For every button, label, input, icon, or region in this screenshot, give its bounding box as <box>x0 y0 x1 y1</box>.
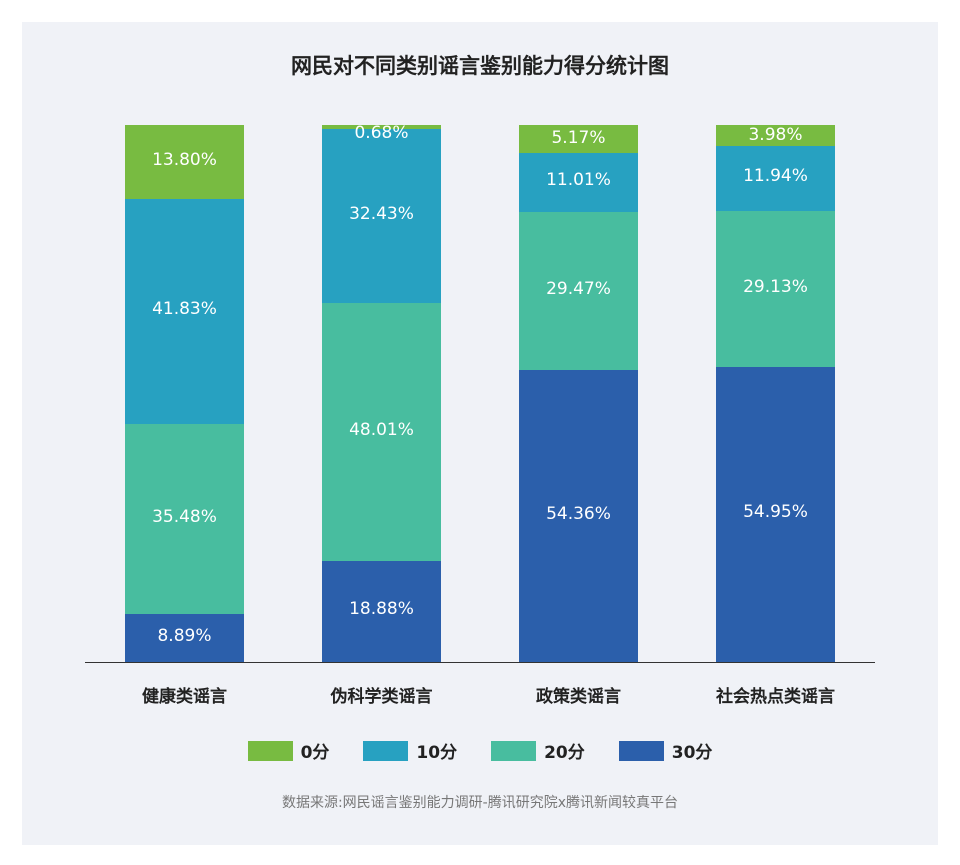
chart-title: 网民对不同类别谣言鉴别能力得分统计图 <box>291 54 669 78</box>
legend: 0分 10分 20分 30分 <box>0 738 960 763</box>
segment-value-label: 11.94% <box>743 166 808 187</box>
legend-label: 0分 <box>300 743 330 763</box>
plot-area: 8.89% 35.48% 41.83% 13.80% 18.88% 48.01% 32.43… <box>85 123 875 662</box>
bar-segment: 29.47% <box>519 211 638 371</box>
segment-value-label: 8.89% <box>157 626 212 647</box>
legend-item: 10分 <box>363 738 457 763</box>
legend-swatch-icon <box>491 740 537 761</box>
bar-segment: 54.95% <box>716 366 835 662</box>
data-source-note: 数据来源:网民谣言鉴别能力调研-腾讯研究院x腾讯新闻较真平台 <box>281 795 679 811</box>
bar-segment: 3.98% <box>716 125 835 147</box>
segment-value-label: 32.43% <box>349 203 414 224</box>
bar-segment: 5.17% <box>519 125 638 153</box>
segment-value-label: 54.36% <box>546 504 611 525</box>
legend-item: 20分 <box>491 738 585 763</box>
legend-swatch-icon <box>363 740 409 761</box>
legend-item: 30分 <box>618 738 713 763</box>
bar-segment: 11.01% <box>519 152 638 212</box>
segment-value-label: 29.47% <box>546 279 611 299</box>
bar-segment: 11.94% <box>716 146 835 211</box>
legend-swatch-icon <box>618 740 664 761</box>
segment-value-label: 18.88% <box>349 599 414 620</box>
bar-0: 8.89% 35.48% 41.83% 13.80% <box>125 125 244 662</box>
bar-3: 54.95% 29.13% 11.94% 3.98% <box>716 125 835 662</box>
bar-segment: 8.89% <box>125 614 244 662</box>
segment-value-label: 35.48% <box>152 507 217 527</box>
bar-segment: 48.01% <box>322 302 441 561</box>
bar-segment: 54.36% <box>519 370 638 662</box>
legend-swatch-icon <box>247 740 293 761</box>
segment-value-label: 3.98% <box>748 125 803 146</box>
bar-segment: 0.68% <box>322 123 441 143</box>
segment-value-label: 29.13% <box>743 276 808 297</box>
bar-segment: 41.83% <box>125 199 244 424</box>
segment-value-label: 5.17% <box>551 127 606 148</box>
bar-2: 54.36% 29.47% 11.01% 5.17% <box>519 125 638 662</box>
segment-value-label: 54.95% <box>743 502 808 523</box>
bar-1: 18.88% 48.01% 32.43% 0.68% <box>322 123 441 662</box>
legend-item: 0分 <box>247 738 330 763</box>
segment-value-label: 13.80% <box>152 150 217 171</box>
legend-label: 10分 <box>416 743 458 763</box>
x-axis-label: 社会热点类谣言 <box>716 687 835 707</box>
x-axis-label: 健康类谣言 <box>142 687 227 707</box>
x-axis-label: 政策类谣言 <box>536 687 621 707</box>
legend-label: 30分 <box>671 743 713 763</box>
bar-segment: 35.48% <box>125 423 244 615</box>
bar-segment: 29.13% <box>716 210 835 367</box>
segment-value-label: 0.68% <box>354 123 409 144</box>
x-axis-label: 伪科学类谣言 <box>330 687 433 707</box>
segment-value-label: 41.83% <box>152 299 217 320</box>
x-axis-line <box>85 662 875 663</box>
bar-segment: 18.88% <box>322 560 441 662</box>
segment-value-label: 11.01% <box>546 170 611 191</box>
legend-label: 20分 <box>544 743 585 763</box>
segment-value-label: 48.01% <box>349 419 414 440</box>
bar-segment: 32.43% <box>322 128 441 303</box>
bar-segment: 13.80% <box>125 125 244 200</box>
